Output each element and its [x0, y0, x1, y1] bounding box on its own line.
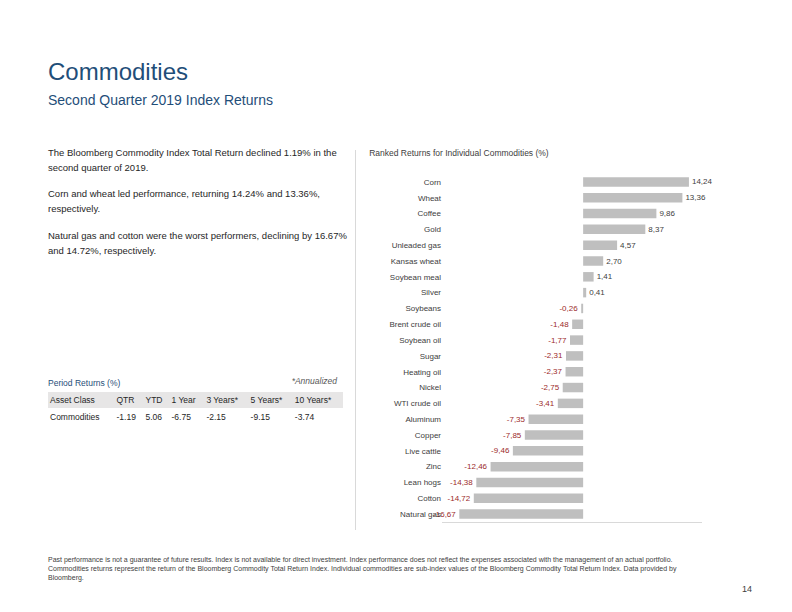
- html-text:5.06: 5.06: [145, 412, 162, 422]
- html-text:1 Year: 1 Year: [171, 395, 196, 405]
- html-text:Past performance is not a guar: Past performance is not a guarantee of f…: [48, 556, 673, 563]
- html-text:-3.74: -3.74: [294, 412, 315, 422]
- html-text:-1.19: -1.19: [116, 412, 136, 422]
- svg-text:14,24: 14,24: [692, 177, 713, 186]
- svg-text:-1,77: -1,77: [548, 336, 567, 345]
- html-text:Commodities: Commodities: [48, 58, 188, 85]
- html-text:Commodities: Commodities: [50, 412, 100, 422]
- html-text:Natural gas and cotton were th: Natural gas and cotton were the worst pe…: [48, 229, 347, 256]
- html-text:-9.15: -9.15: [250, 412, 270, 422]
- svg-text:-9,46: -9,46: [491, 446, 510, 455]
- svg-text:Zinc: Zinc: [426, 462, 441, 471]
- svg-text:-14,72: -14,72: [448, 494, 471, 503]
- svg-text:-14,38: -14,38: [450, 478, 473, 487]
- svg-text:9,86: 9,86: [659, 209, 675, 218]
- svg-text:Ranked Returns for Individual: Ranked Returns for Individual Commoditie…: [369, 148, 549, 158]
- html-text:Second Quarter 2019 Index Retu: Second Quarter 2019 Index Returns: [48, 92, 273, 108]
- html-text:QTR: QTR: [116, 395, 135, 405]
- svg-text:Copper: Copper: [415, 431, 442, 440]
- html-text:-2.15: -2.15: [206, 412, 226, 422]
- svg-text:1,41: 1,41: [597, 272, 613, 281]
- html-text:10 Years*: 10 Years*: [294, 395, 332, 405]
- svg-text:Kansas wheat: Kansas wheat: [391, 257, 442, 266]
- svg-text:WTI crude oil: WTI crude oil: [394, 399, 441, 408]
- svg-text:Nickel: Nickel: [419, 383, 441, 392]
- svg-text:Wheat: Wheat: [418, 194, 442, 203]
- svg-text:Corn: Corn: [424, 178, 441, 187]
- svg-text:-2,75: -2,75: [541, 383, 560, 392]
- svg-text:8,37: 8,37: [648, 225, 664, 234]
- svg-text:Coffee: Coffee: [418, 209, 442, 218]
- svg-text:Soybean meal: Soybean meal: [390, 273, 441, 282]
- svg-text:2,70: 2,70: [606, 257, 622, 266]
- svg-text:-7,85: -7,85: [503, 431, 522, 440]
- html-text:Commodities returns represent: Commodities returns represent the return…: [48, 564, 677, 581]
- svg-text:Silver: Silver: [421, 288, 441, 297]
- html-text:5 Years*: 5 Years*: [250, 395, 283, 405]
- svg-text:-2,31: -2,31: [544, 351, 563, 360]
- svg-text:Natural gas: Natural gas: [400, 510, 441, 519]
- html-text:14: 14: [742, 584, 752, 594]
- svg-text:-7,35: -7,35: [507, 415, 526, 424]
- svg-text:-0,26: -0,26: [559, 304, 578, 313]
- svg-text:13,36: 13,36: [685, 193, 706, 202]
- html-text:YTD: YTD: [145, 395, 163, 405]
- svg-text:-3,41: -3,41: [536, 399, 555, 408]
- svg-text:Aluminum: Aluminum: [405, 415, 441, 424]
- html-text:Period Returns (%): Period Returns (%): [48, 378, 121, 388]
- svg-text:-12,46: -12,46: [464, 462, 487, 471]
- html-text:3 Years*: 3 Years*: [206, 395, 238, 405]
- svg-text:-2,37: -2,37: [544, 367, 563, 376]
- html-text:*Annualized: *Annualized: [291, 376, 337, 386]
- html-text:-6.75: -6.75: [171, 412, 191, 422]
- svg-text:Heating oil: Heating oil: [403, 368, 441, 377]
- svg-text:Soybeans: Soybeans: [405, 304, 441, 313]
- svg-text:-1,48: -1,48: [550, 320, 569, 329]
- svg-text:Brent crude oil: Brent crude oil: [389, 320, 441, 329]
- svg-text:Soybean oil: Soybean oil: [399, 336, 441, 345]
- svg-text:Live cattle: Live cattle: [405, 447, 442, 456]
- svg-text:Lean hogs: Lean hogs: [404, 478, 441, 487]
- html-text:Asset Class: Asset Class: [50, 395, 95, 405]
- html-text:Corn and wheat led performance: Corn and wheat led performance, returnin…: [48, 188, 320, 215]
- svg-text:Sugar: Sugar: [420, 352, 442, 361]
- svg-text:4,57: 4,57: [620, 241, 636, 250]
- svg-text:Gold: Gold: [424, 225, 441, 234]
- svg-text:0,41: 0,41: [589, 288, 605, 297]
- html-text:The Bloomberg Commodity Index: The Bloomberg Commodity Index Total Retu…: [48, 147, 337, 173]
- svg-text:Unleaded gas: Unleaded gas: [392, 241, 441, 250]
- svg-text:Cotton: Cotton: [417, 494, 441, 503]
- svg-text:-16,67: -16,67: [433, 510, 456, 519]
